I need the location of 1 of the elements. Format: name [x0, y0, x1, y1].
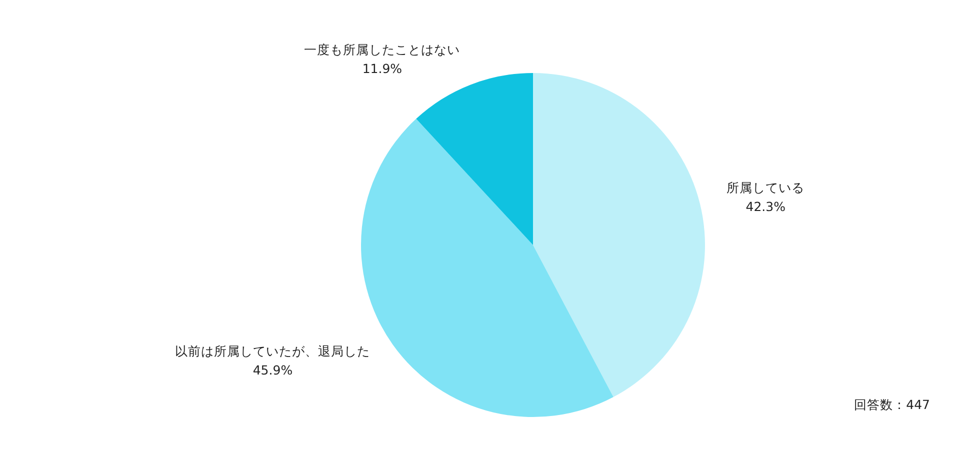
annotation: 回答数：447: [854, 397, 930, 412]
